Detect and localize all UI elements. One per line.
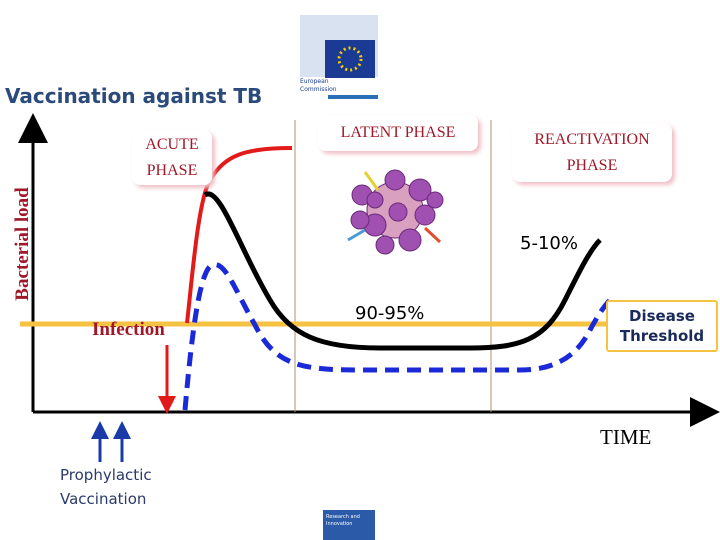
phase-label: LATENT PHASE (318, 115, 478, 151)
phase-label: ACUTE PHASE (132, 130, 212, 185)
title: Vaccination against TB (5, 84, 263, 108)
infection-label: Infection (92, 319, 165, 340)
ec-logo (300, 15, 378, 99)
logo-text: European Commission (300, 78, 337, 93)
threshold-label: Disease Threshold (606, 300, 718, 352)
bacterial-curve (203, 191, 602, 351)
bacteria-cluster (347, 169, 444, 255)
vaccination-label: Prophylactic Vaccination (60, 466, 152, 508)
ri-logo (323, 510, 375, 540)
vaccinated-curve (182, 262, 612, 411)
phase-label: REACTIVATION PHASE (512, 123, 672, 182)
x-axis-label: TIME (600, 425, 652, 449)
rate-label: 90-95% (355, 303, 425, 324)
footer-logo-text: Research and Innovation (326, 514, 360, 527)
rate-label: 5-10% (520, 233, 578, 254)
y-axis-label: Bacterial load (12, 187, 33, 301)
